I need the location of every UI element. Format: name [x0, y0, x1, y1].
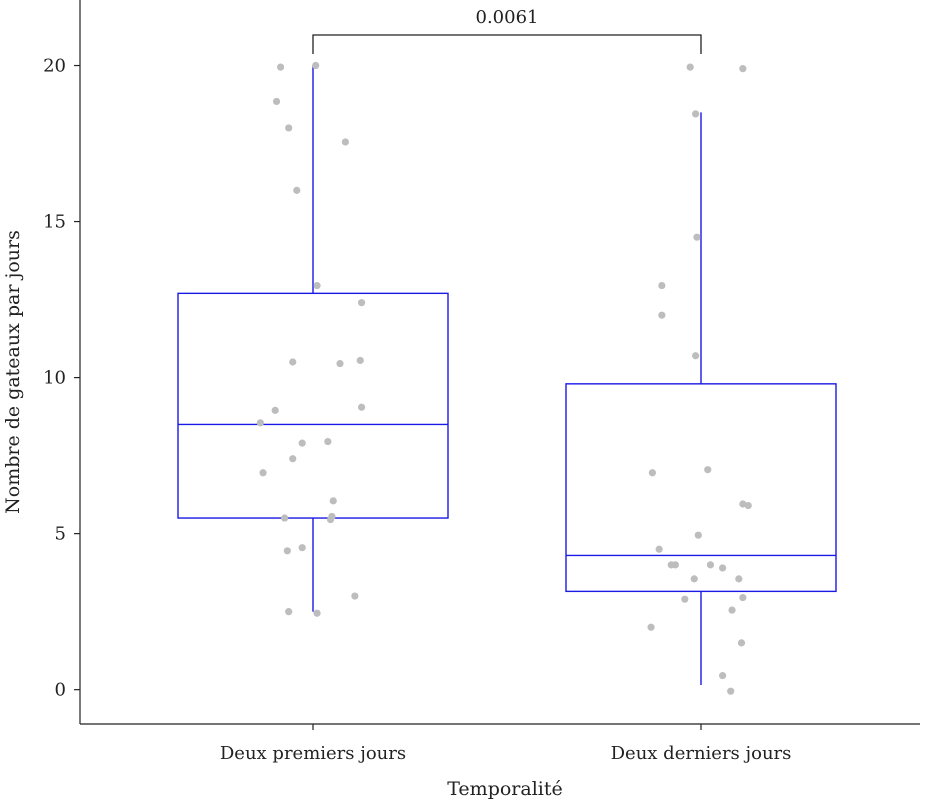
data-point [351, 592, 359, 600]
y-tick-label: 20 [43, 56, 66, 77]
data-point [727, 687, 735, 695]
data-point [737, 639, 746, 647]
data-point [259, 469, 267, 477]
data-point [694, 531, 702, 539]
data-point [298, 439, 306, 447]
data-point [356, 356, 364, 365]
data-point [324, 437, 332, 446]
data-point [313, 609, 321, 617]
y-axis-title: Nombre de gateaux par jours [2, 230, 24, 514]
data-point [283, 547, 291, 555]
data-point [277, 63, 285, 71]
box [177, 292, 449, 519]
data-point [341, 138, 349, 146]
data-point [728, 606, 736, 614]
data-point [647, 623, 655, 631]
x-tick-label: Deux premiers jours [220, 743, 406, 764]
data-point [358, 403, 366, 411]
data-point [735, 575, 743, 583]
data-point [272, 97, 281, 106]
x-axis-title: Temporalité [447, 778, 563, 800]
data-point [655, 545, 663, 553]
data-point [692, 352, 700, 360]
data-point [313, 281, 321, 290]
data-point [285, 124, 293, 132]
y-tick-label: 5 [55, 524, 66, 545]
data-point [271, 406, 279, 414]
data-point [336, 359, 344, 368]
y-tick-label: 10 [43, 368, 66, 389]
data-point [686, 63, 694, 71]
data-point [648, 469, 657, 477]
data-point [719, 564, 727, 572]
axes: 0 5 10 15 20 Deux premiers jours Deux derniers… [43, 0, 920, 764]
data-point [739, 500, 747, 508]
significance-annotation: 0.0061 [312, 7, 702, 54]
data-point [329, 497, 337, 505]
data-point [289, 358, 297, 366]
significance-bracket [312, 34, 702, 54]
jitter-points [256, 61, 752, 695]
data-point [744, 501, 752, 510]
p-value-label: 0.0061 [476, 7, 539, 28]
data-point [671, 561, 679, 569]
data-point [312, 61, 320, 70]
x-tick-label: Deux derniers jours [611, 743, 792, 764]
data-point [658, 311, 666, 319]
data-point [739, 594, 747, 602]
data-point [289, 455, 297, 463]
data-point [739, 65, 747, 73]
boxes [177, 65, 837, 685]
data-point [719, 672, 727, 680]
data-point [256, 419, 264, 427]
data-point [358, 299, 366, 307]
y-tick-label: 0 [55, 680, 66, 701]
box [565, 383, 837, 593]
data-point [690, 575, 698, 583]
data-point [293, 186, 301, 194]
data-point [658, 281, 666, 290]
data-point [285, 608, 293, 616]
data-point [692, 110, 700, 118]
data-point [681, 595, 689, 603]
data-point [693, 233, 701, 241]
data-point [704, 466, 712, 474]
data-point [281, 514, 289, 522]
data-point [706, 561, 715, 569]
y-tick-label: 15 [43, 212, 66, 233]
data-point [328, 512, 336, 521]
data-point [298, 544, 306, 552]
